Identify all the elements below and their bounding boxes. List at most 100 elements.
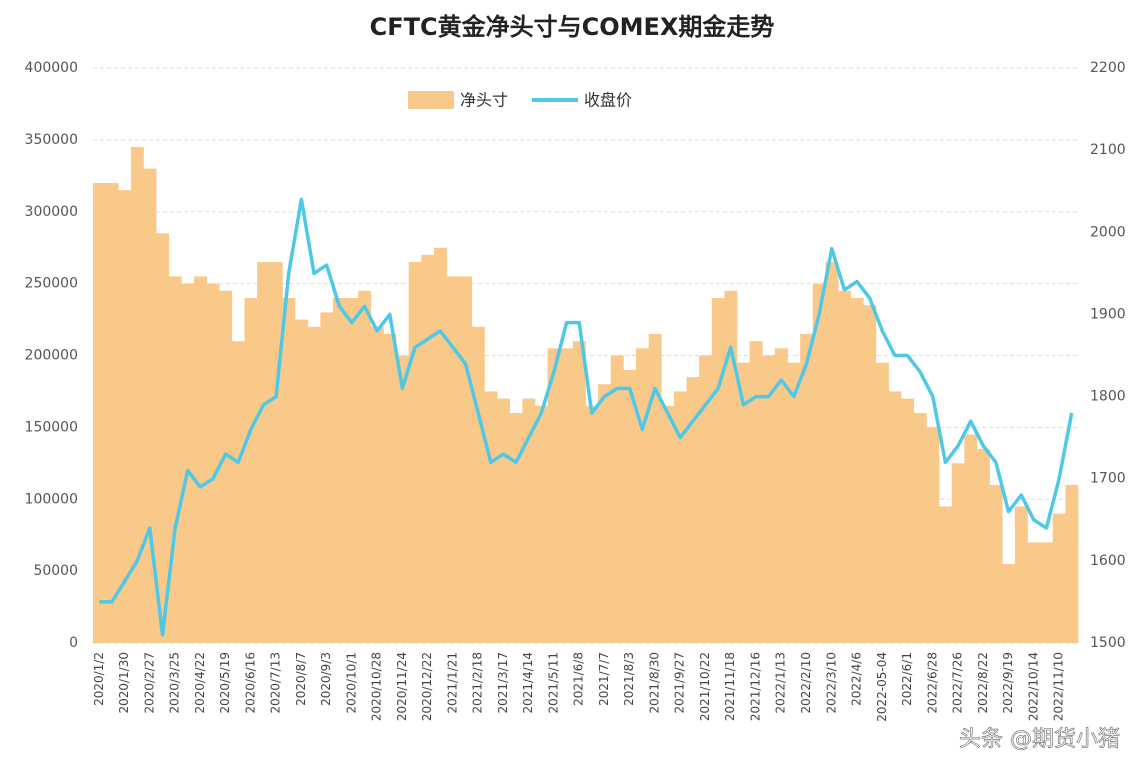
x-tick-label: 2020/2/27 xyxy=(142,652,156,714)
x-tick-label: 2020/7/13 xyxy=(269,652,283,714)
x-tick-label: 2022/6/1 xyxy=(900,652,914,706)
bar xyxy=(636,348,649,643)
y-tick-label: 350000 xyxy=(25,132,78,148)
bar xyxy=(951,463,965,643)
bar xyxy=(838,290,851,643)
bar xyxy=(976,448,990,643)
y-tick-label: 150000 xyxy=(25,419,78,435)
bar xyxy=(93,183,106,643)
bar xyxy=(181,283,195,643)
bar xyxy=(421,254,435,643)
x-tick-label: 2020/9/3 xyxy=(319,652,333,706)
x-tick-label: 2022/7/26 xyxy=(951,652,965,714)
bar xyxy=(345,298,359,643)
bar xyxy=(231,341,245,643)
x-tick-label: 2020/3/25 xyxy=(168,652,182,714)
x-tick-label: 2021/3/17 xyxy=(496,652,510,714)
x-tick-label: 2021/7/7 xyxy=(597,652,611,706)
x-tick-label: 2021/6/8 xyxy=(572,652,586,706)
bar xyxy=(1002,563,1016,643)
x-tick-label: 2020/5/19 xyxy=(218,652,232,714)
y2-tick-label: 1800 xyxy=(1090,389,1126,405)
bar xyxy=(105,183,119,643)
bar xyxy=(800,333,814,643)
bar xyxy=(901,398,915,643)
bar xyxy=(661,405,675,643)
bar xyxy=(598,384,612,643)
bar xyxy=(787,362,801,643)
bar xyxy=(774,348,788,643)
bar xyxy=(686,377,700,643)
x-tick-label: 2021/11/18 xyxy=(723,652,737,721)
y-tick-label: 50000 xyxy=(33,563,78,579)
bar xyxy=(332,298,346,643)
bar xyxy=(762,355,776,643)
x-tick-label: 2022/8/22 xyxy=(976,652,990,714)
bar xyxy=(168,276,182,643)
bar xyxy=(1052,513,1066,643)
bar xyxy=(206,283,220,643)
x-tick-label: 2021/4/14 xyxy=(521,652,535,714)
x-tick-label: 2020/12/22 xyxy=(420,652,434,721)
bar xyxy=(749,341,763,643)
y-tick-label: 200000 xyxy=(25,348,78,364)
chart-title: CFTC黄金净头寸与COMEX期金走势 xyxy=(370,13,775,41)
bar xyxy=(737,362,750,643)
watermark: 头条 @期货小猪 xyxy=(959,727,1120,752)
x-tick-label: 2021/10/22 xyxy=(698,652,712,721)
bar xyxy=(358,290,372,643)
bar xyxy=(433,247,447,643)
bar xyxy=(711,298,725,643)
y-tick-label: 0 xyxy=(69,635,78,651)
x-tick-label: 2022/4/6 xyxy=(850,652,864,706)
x-tick-label: 2020/6/16 xyxy=(243,652,257,714)
bar xyxy=(244,298,258,643)
y-tick-label: 250000 xyxy=(25,276,78,292)
price-line xyxy=(99,197,1074,637)
bar xyxy=(863,305,877,643)
x-tick-label: 2021/8/30 xyxy=(647,652,661,714)
x-tick-label: 2021/12/16 xyxy=(748,652,762,721)
bar xyxy=(130,147,144,643)
y2-tick-label: 2200 xyxy=(1090,60,1126,76)
bar xyxy=(699,355,713,643)
bar xyxy=(320,312,334,643)
bar xyxy=(850,298,864,643)
bar xyxy=(875,362,889,643)
bar xyxy=(497,398,511,643)
y2-tick-label: 2100 xyxy=(1090,142,1126,158)
bar xyxy=(724,290,738,643)
bar xyxy=(648,333,662,643)
legend-label: 净头寸 xyxy=(460,91,508,110)
bar xyxy=(964,434,978,643)
x-tick-label: 2022/6/28 xyxy=(925,652,939,714)
x-tick-label: 2020/4/22 xyxy=(193,652,207,714)
bar xyxy=(585,405,599,643)
bar xyxy=(1014,506,1028,643)
bar xyxy=(522,398,536,643)
bar xyxy=(396,355,410,643)
y2-tick-label: 1500 xyxy=(1090,635,1126,651)
x-tick-label: 2021/1/21 xyxy=(445,652,459,714)
x-tick-label: 2022/11/10 xyxy=(1052,652,1066,721)
legend-label: 收盘价 xyxy=(584,91,632,110)
x-tick-label: 2020/1/30 xyxy=(117,652,131,714)
bar xyxy=(989,484,1003,643)
bar xyxy=(572,341,586,643)
bar xyxy=(219,290,233,643)
bar xyxy=(547,348,561,643)
x-tick-label: 2022/10/14 xyxy=(1026,652,1040,721)
y2-tick-label: 1600 xyxy=(1090,553,1126,569)
y2-tick-label: 1700 xyxy=(1090,471,1126,487)
bar xyxy=(610,355,624,643)
x-tick-label: 2020/10/28 xyxy=(370,652,384,721)
legend-swatch xyxy=(408,91,454,109)
y2-tick-label: 1900 xyxy=(1090,306,1126,322)
bar xyxy=(623,369,637,643)
x-tick-label: 2022/9/19 xyxy=(1001,652,1015,714)
x-tick-label: 2022/3/10 xyxy=(824,652,838,714)
x-tick-label: 2020/10/1 xyxy=(344,652,358,714)
bar xyxy=(408,262,422,643)
y-tick-label: 300000 xyxy=(25,204,78,220)
